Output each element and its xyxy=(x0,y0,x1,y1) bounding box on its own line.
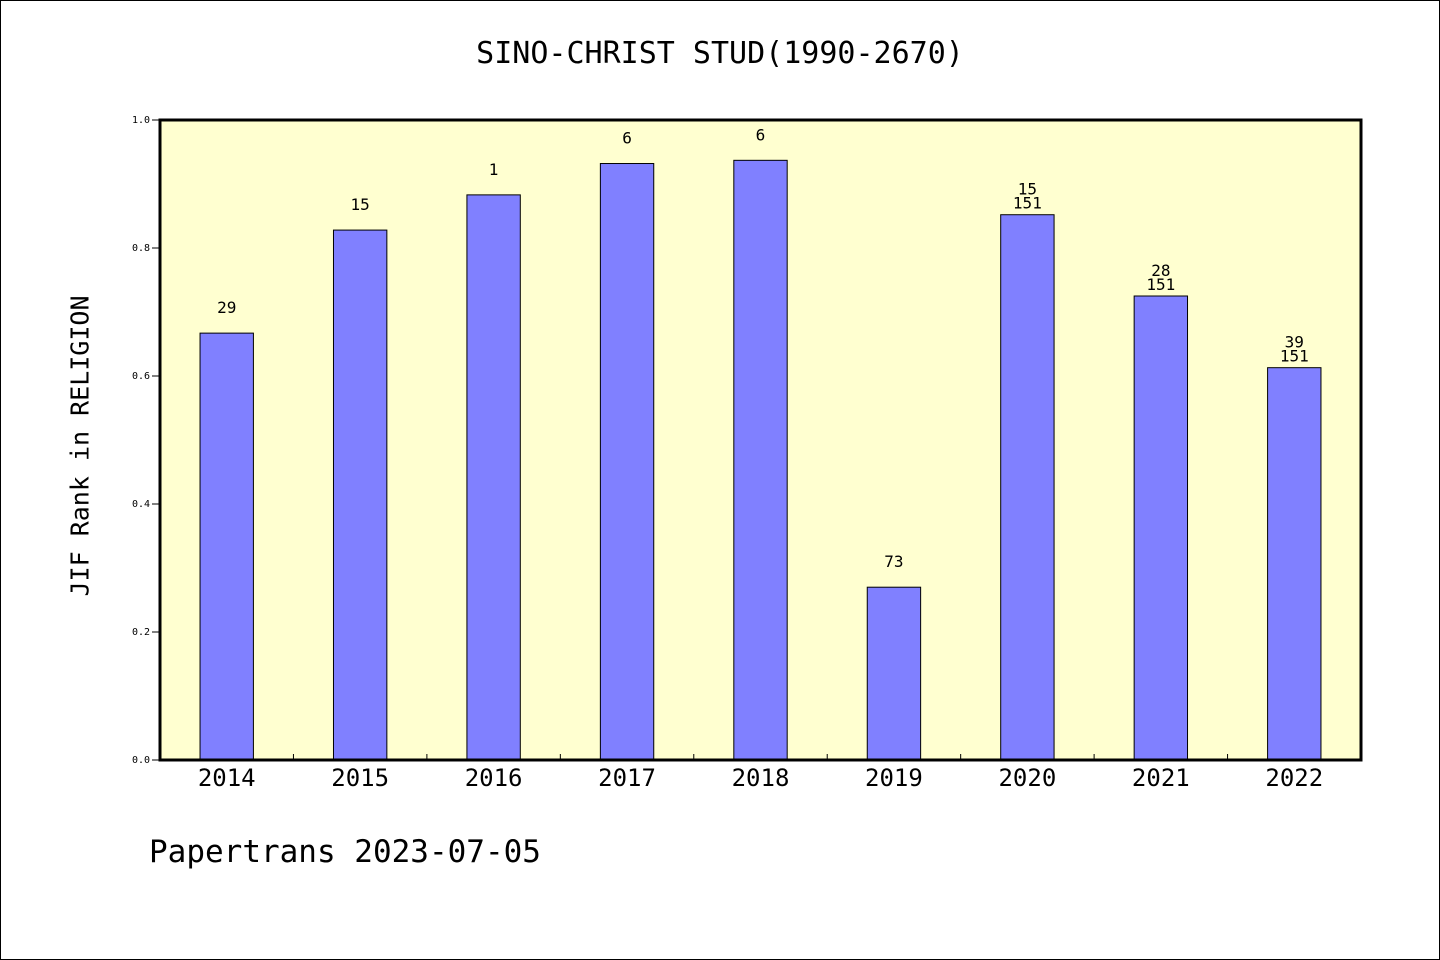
data-label-2015-1: 15 xyxy=(351,195,370,214)
data-label-2020-2: 151 xyxy=(1013,194,1042,213)
x-tick-label-2015: 2015 xyxy=(331,764,389,792)
x-tick-label-2020: 2020 xyxy=(998,764,1056,792)
x-tick-label-2021: 2021 xyxy=(1132,764,1190,792)
y-tick-label-0.0: 0.0 xyxy=(132,755,150,766)
data-label-2021-1: 28 xyxy=(1151,261,1170,280)
x-tick-label-2014: 2014 xyxy=(198,764,256,792)
data-label-2020-1: 15 xyxy=(1018,180,1037,199)
bar-2021 xyxy=(1133,295,1189,761)
bar-2019 xyxy=(866,586,922,761)
y-tick-label-1.0: 1.0 xyxy=(132,115,150,126)
x-tick-label-2017: 2017 xyxy=(598,764,656,792)
x-tick-label-2018: 2018 xyxy=(732,764,790,792)
y-tick-label-0.8: 0.8 xyxy=(132,243,150,254)
data-label-2019-1: 73 xyxy=(884,552,903,571)
chart-title: SINO-CHRIST STUD(1990-2670) xyxy=(476,36,964,71)
bar-2016 xyxy=(466,194,521,761)
bar-2018 xyxy=(733,159,788,761)
x-tick-label-2019: 2019 xyxy=(865,764,923,792)
data-label-2017-1: 6 xyxy=(622,129,632,148)
bar-2017 xyxy=(599,163,655,761)
bar-2015 xyxy=(332,229,388,761)
plot-border xyxy=(158,118,1363,762)
bar-2020 xyxy=(1000,214,1055,761)
bar-2014 xyxy=(199,332,254,761)
x-tick-label-2016: 2016 xyxy=(465,764,523,792)
data-label-2022-2: 151 xyxy=(1280,347,1309,366)
data-label-2021-2: 151 xyxy=(1146,275,1175,294)
data-label-2018-1: 6 xyxy=(756,125,766,144)
y-tick-label-0.4: 0.4 xyxy=(132,499,150,510)
bar-2022 xyxy=(1267,367,1322,761)
y-tick-label-0.2: 0.2 xyxy=(132,627,150,638)
y-tick-label-0.6: 0.6 xyxy=(132,371,150,382)
footer-text: Papertrans 2023-07-05 xyxy=(149,834,541,870)
x-tick-label-2022: 2022 xyxy=(1265,764,1323,792)
data-label-2022-1: 39 xyxy=(1285,333,1304,352)
data-label-2016-1: 1 xyxy=(489,160,499,179)
data-label-2014-1: 29 xyxy=(217,298,236,317)
